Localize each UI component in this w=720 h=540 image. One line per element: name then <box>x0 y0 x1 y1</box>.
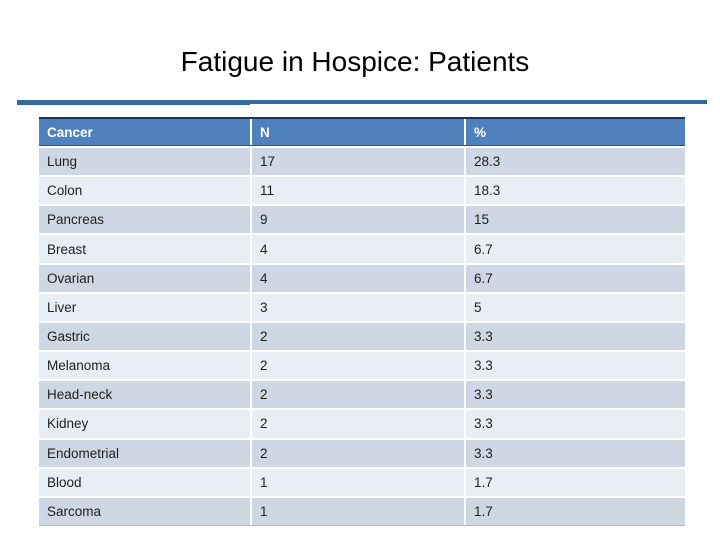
cell-cancer: Lung <box>39 148 252 176</box>
table-row: Pancreas 9 15 <box>39 206 685 236</box>
cell-percent: 1.7 <box>474 503 493 519</box>
table-row: Head-neck 2 3.3 <box>39 381 685 411</box>
table-body: Lung 17 28.3 Colon 11 18.3 Pancreas 9 15 Breast 4 6… <box>39 148 685 526</box>
cell-percent: 28.3 <box>474 154 501 170</box>
cell-percent: 6.7 <box>474 241 493 257</box>
cell-n: 1 <box>252 497 466 526</box>
table-row: Sarcoma 1 1.7 <box>39 497 685 526</box>
cell-cancer: Liver <box>39 293 252 321</box>
title-underline <box>17 100 707 105</box>
table-row: Blood 1 1.7 <box>39 468 685 498</box>
cell-cancer: Endometrial <box>39 439 252 467</box>
table-row: Kidney 2 3.3 <box>39 410 685 440</box>
cell-percent: 5 <box>474 299 482 315</box>
table-row: Liver 3 5 <box>39 293 685 323</box>
table-row: Ovarian 4 6.7 <box>39 264 685 294</box>
cell-percent: 3.3 <box>474 358 493 374</box>
table-row: Lung 17 28.3 <box>39 148 685 178</box>
cell-n: 3 <box>252 293 466 321</box>
cell-cancer: Kidney <box>39 410 252 438</box>
cell-n: 4 <box>252 264 466 292</box>
cell-percent: 15 <box>474 212 490 228</box>
fatigue-table: Cancer N % Lung 17 28.3 Colon 11 18.3 Pancreas… <box>39 117 685 526</box>
cell-cancer: Breast <box>39 235 252 263</box>
cell-cancer: Melanoma <box>39 352 252 380</box>
cell-percent: 1.7 <box>474 474 493 490</box>
cell-cancer: Colon <box>39 177 252 205</box>
table-row: Colon 11 18.3 <box>39 177 685 207</box>
title-underline-left-segment <box>17 100 250 105</box>
cell-percent: 3.3 <box>474 445 493 461</box>
cell-percent: 3.3 <box>474 416 493 432</box>
cell-n: 1 <box>252 468 466 496</box>
cell-percent: 3.3 <box>474 329 493 345</box>
cell-n: 17 <box>252 148 466 176</box>
cell-n: 2 <box>252 322 466 351</box>
cell-n: 11 <box>252 177 466 205</box>
column-header-percent: % <box>474 124 487 140</box>
cell-percent: 18.3 <box>474 183 501 199</box>
table-row: Breast 4 6.7 <box>39 235 685 265</box>
cell-n: 2 <box>252 410 466 438</box>
table-header-row: Cancer N % <box>39 117 685 146</box>
table-row: Gastric 2 3.3 <box>39 322 685 353</box>
cell-percent: 6.7 <box>474 270 493 286</box>
cell-n: 4 <box>252 235 466 263</box>
cell-cancer: Blood <box>39 468 252 496</box>
column-header-n: N <box>252 119 466 145</box>
cell-cancer: Sarcoma <box>39 497 252 526</box>
title-underline-right-segment <box>250 100 707 104</box>
page-title: Fatigue in Hospice: Patients <box>180 46 530 77</box>
cell-percent: 3.3 <box>474 387 493 403</box>
cell-n: 2 <box>252 381 466 409</box>
cell-cancer: Gastric <box>39 322 252 351</box>
cell-n: 9 <box>252 206 466 234</box>
cell-n: 2 <box>252 352 466 380</box>
cell-n: 2 <box>252 439 466 467</box>
cell-cancer: Ovarian <box>39 264 252 292</box>
table-row: Endometrial 2 3.3 <box>39 439 685 469</box>
column-header-cancer: Cancer <box>39 119 252 145</box>
cell-cancer: Pancreas <box>39 206 252 234</box>
table-row: Melanoma 2 3.3 <box>39 352 685 382</box>
cell-cancer: Head-neck <box>39 381 252 409</box>
